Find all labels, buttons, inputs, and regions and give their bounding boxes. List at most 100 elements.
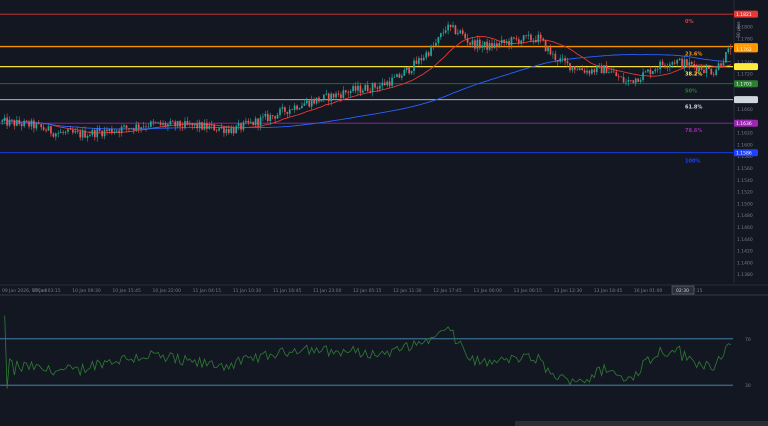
candle-body bbox=[374, 83, 376, 88]
candle-body bbox=[281, 107, 284, 109]
candle bbox=[361, 88, 364, 94]
ma-100-line bbox=[1, 54, 731, 130]
candle bbox=[639, 77, 642, 84]
candle-body bbox=[481, 45, 484, 48]
candle bbox=[181, 122, 184, 131]
candle bbox=[42, 123, 45, 131]
candle-body bbox=[118, 130, 121, 133]
candle-body bbox=[486, 41, 488, 50]
candle bbox=[140, 126, 142, 133]
candle-body bbox=[698, 66, 700, 72]
candle bbox=[612, 67, 615, 73]
candle-body bbox=[188, 123, 191, 125]
crosshair-time-bg bbox=[671, 285, 695, 295]
candle-body bbox=[725, 52, 727, 63]
candle bbox=[481, 40, 484, 53]
price-tick-label: 1.1600 bbox=[737, 142, 753, 148]
fib-label-0pct: 0% bbox=[685, 19, 694, 25]
candle bbox=[20, 122, 23, 131]
candle-body bbox=[230, 128, 233, 133]
candle-body bbox=[349, 91, 352, 94]
candle bbox=[288, 105, 291, 117]
candle-body bbox=[717, 63, 720, 70]
candle bbox=[57, 130, 60, 138]
candle-body bbox=[678, 58, 681, 60]
candle bbox=[408, 65, 410, 75]
candle bbox=[103, 126, 106, 140]
candle-body bbox=[11, 119, 13, 121]
candle bbox=[515, 35, 518, 42]
candle-body bbox=[84, 130, 86, 138]
candle-body bbox=[288, 109, 291, 114]
candle bbox=[710, 68, 713, 76]
candle bbox=[308, 100, 311, 108]
candle bbox=[508, 37, 510, 50]
candle-body bbox=[206, 123, 208, 129]
candle-body bbox=[181, 126, 184, 128]
candle bbox=[413, 57, 415, 76]
candle-body bbox=[432, 45, 435, 47]
candle-body bbox=[293, 105, 296, 110]
candle bbox=[352, 83, 354, 93]
candle bbox=[566, 57, 569, 68]
candle-body bbox=[617, 76, 620, 77]
candle-body bbox=[400, 75, 403, 78]
candle-body bbox=[683, 59, 686, 68]
candle bbox=[493, 40, 496, 49]
candle bbox=[571, 66, 574, 73]
candle bbox=[364, 83, 367, 91]
candle bbox=[152, 119, 155, 126]
time-axis: 09 Jan 2026, UTC+010 Jan 03:15 10 Jan 09:… bbox=[2, 288, 703, 294]
ma-20-line bbox=[1, 36, 731, 134]
candle bbox=[603, 64, 605, 75]
time-tick-label: 13 Jan 18:45 bbox=[594, 288, 623, 294]
current-price-badge-bg bbox=[734, 45, 758, 53]
candle-body bbox=[666, 66, 669, 68]
candle bbox=[454, 24, 457, 35]
candle bbox=[201, 121, 203, 131]
candle bbox=[157, 122, 160, 124]
candle bbox=[593, 68, 596, 76]
candle-body bbox=[169, 121, 172, 125]
price-badge-bg bbox=[734, 119, 758, 127]
candle-body bbox=[712, 74, 715, 75]
candle bbox=[340, 91, 342, 103]
candle-body bbox=[198, 122, 201, 129]
candle-body bbox=[598, 65, 601, 67]
price-tick-label: 1.1480 bbox=[737, 213, 753, 219]
price-tick-label: 1.1400 bbox=[737, 260, 753, 266]
candle bbox=[37, 120, 40, 125]
candle-body bbox=[554, 53, 557, 61]
candle bbox=[349, 89, 352, 97]
candle-body bbox=[254, 118, 257, 126]
candle bbox=[544, 40, 547, 52]
candle bbox=[269, 112, 272, 126]
candle-body bbox=[337, 93, 340, 95]
candle bbox=[98, 125, 101, 133]
time-tick-label: 10 Jan 15:45 bbox=[112, 288, 141, 294]
candle bbox=[371, 82, 374, 97]
candle bbox=[676, 59, 679, 67]
candle-body bbox=[715, 69, 718, 75]
candle bbox=[130, 127, 133, 130]
candle bbox=[393, 74, 396, 78]
candle bbox=[237, 119, 240, 131]
candle bbox=[8, 116, 11, 128]
candle-body bbox=[634, 78, 637, 83]
candle-body bbox=[135, 124, 138, 131]
candle bbox=[569, 63, 571, 73]
candle-body bbox=[669, 64, 671, 68]
candle bbox=[474, 38, 476, 51]
candle-body bbox=[47, 126, 50, 131]
scrollbar[interactable] bbox=[515, 421, 768, 426]
candle-body bbox=[488, 42, 491, 50]
candle-body bbox=[556, 60, 559, 62]
candle bbox=[240, 122, 242, 133]
candle bbox=[464, 31, 467, 40]
candle bbox=[335, 91, 337, 100]
candle-body bbox=[313, 99, 315, 104]
candle bbox=[150, 120, 152, 130]
candle bbox=[591, 67, 593, 76]
candle bbox=[656, 67, 659, 73]
